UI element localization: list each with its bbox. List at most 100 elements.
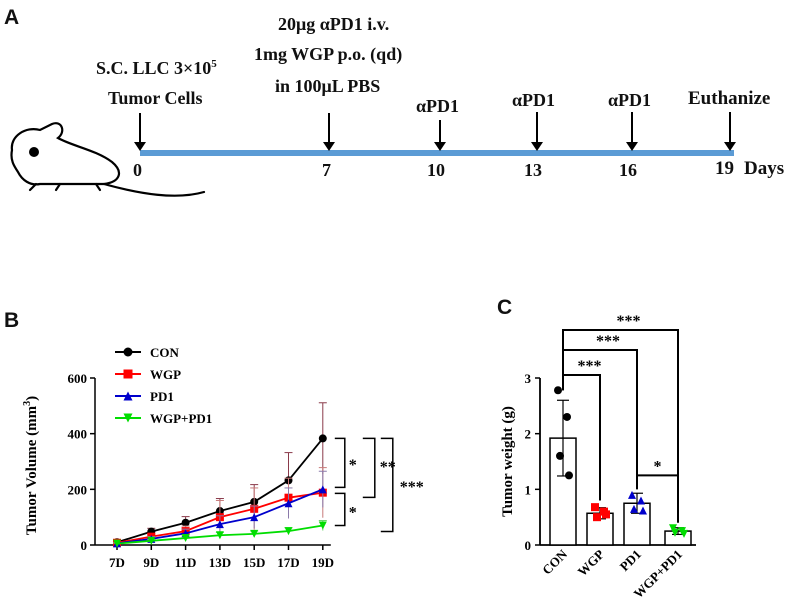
data-point [630,504,638,513]
x-tick-label: PD1 [617,547,644,574]
data-point [639,506,647,515]
y-tick-label: 200 [68,482,88,497]
data-point [565,471,573,480]
start-text-line2: Tumor Cells [108,88,203,108]
y-axis-label: Tumor Volume (mm3) [22,396,40,535]
sig-label-3: *** [617,313,641,330]
x-tick-label: CON [539,546,570,577]
data-point [113,539,121,548]
mouse-icon [10,122,206,197]
y-tick-label: 600 [68,371,88,386]
timeline-diagram [10,112,736,197]
data-point [554,386,562,395]
start-text-line1: S.C. LLC 3×105 [96,58,217,78]
x-tick-label: 9D [143,555,159,570]
legend-label: WGP+PD1 [150,411,212,426]
day-label-0: 0 [133,160,142,180]
panel-letter-c: C [497,296,513,319]
data-point [147,536,156,545]
day-label-13: 13 [524,160,542,180]
days-suffix: Days [744,158,785,179]
arrow-day19 [724,112,736,151]
sig-bracket-1 [334,437,346,489]
y-axis-label-close: ) [24,396,40,401]
y-tick-label: 3 [525,371,532,386]
sig-label-3: ** [380,459,396,476]
x-tick-label: 19D [312,555,334,570]
sig-bracket-2 [334,492,346,527]
x-tick-label: 13D [209,555,231,570]
y-axis-label-sup: 3 [22,401,33,406]
day-label-16: 16 [619,160,637,180]
event-label-10: αPD1 [416,96,460,116]
data-point [250,529,259,538]
data-point [181,518,190,527]
arrow-day0 [134,113,146,151]
data-point [215,531,224,540]
y-tick-label: 400 [68,427,88,442]
event-label-16: αPD1 [608,90,652,110]
data-point [284,527,293,536]
data-point [318,434,327,443]
y-axis-label: Tumor weight (g) [500,406,516,517]
legend-label: PD1 [150,389,174,404]
arrow-day13 [531,112,543,151]
sig-bracket-3 [362,437,376,499]
sig-label-4: * [654,458,662,475]
y-tick-label: 2 [525,427,532,442]
data-point [563,412,571,421]
data-point [181,534,190,543]
sig-bracket-3 [562,329,679,520]
data-point [628,490,636,499]
legend-label: WGP [150,367,181,382]
tumor-volume-chart: 0 200 400 600 7D 9D 11D 13D 15D 17D 19D Tumor Volum… [22,345,424,570]
data-point [215,520,224,529]
day-label-7: 7 [322,160,331,180]
legend-marker [123,391,133,401]
legend-marker [123,347,133,357]
event-label-13: αPD1 [512,90,556,110]
data-point [593,513,601,522]
sig-label-2: *** [596,333,620,350]
sig-bracket-4 [380,437,394,533]
data-point [602,510,610,519]
y-axis-label-main: Tumor Volume (mm [24,405,40,535]
arrow-day10 [434,120,446,151]
y-tick-label: 1 [525,482,532,497]
data-point [250,513,259,522]
day-label-19: 19 [715,158,734,179]
sig-label-1: *** [578,358,602,375]
sig-label-1: * [349,457,357,474]
sig-label-4: *** [400,479,424,496]
event-label-euthanize: Euthanize [688,88,771,109]
data-point [637,496,645,505]
sig-label-2: * [349,504,357,521]
day-label-10: 10 [427,160,445,180]
sig-bracket-4 [636,474,679,523]
x-tick-label: 7D [109,555,125,570]
panel-letter-a: A [4,6,20,29]
x-tick-label: 17D [277,555,299,570]
data-point [318,521,327,530]
data-point [318,485,327,494]
treatment-text-line3: in 100μL PBS [275,76,381,96]
legend-marker [123,369,133,379]
legend-label: CON [150,345,180,360]
data-point [680,529,688,538]
data-point [591,503,599,512]
x-tick-label: WGP [575,546,608,579]
arrow-day7 [323,113,335,151]
data-point [671,528,679,537]
mouse-eye [29,147,39,157]
y-tick-label: 0 [81,538,88,553]
panel-letter-b: B [4,309,20,332]
legend-marker [123,413,133,423]
data-point [284,499,293,508]
data-point [556,451,564,460]
treatment-text-line2: 1mg WGP p.o. (qd) [254,44,403,64]
x-tick-label: 11D [175,555,197,570]
arrow-day16 [626,112,638,151]
y-tick-label: 0 [525,538,532,553]
x-tick-label: 15D [243,555,265,570]
